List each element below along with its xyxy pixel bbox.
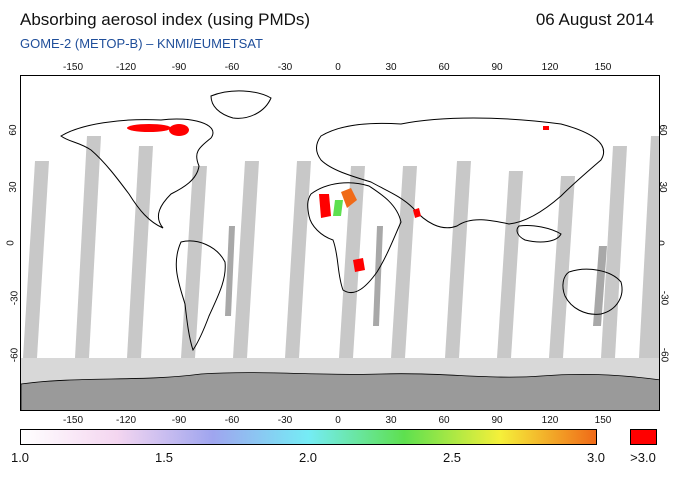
lon-label-bottom: -120 — [115, 415, 137, 426]
lat-label-left: 60 — [8, 124, 20, 136]
swath-gap — [549, 176, 575, 358]
map-subtitle: GOME-2 (METOP-B) – KNMI/EUMETSAT — [20, 36, 263, 51]
south-america-coast — [175, 240, 226, 352]
antarctica-landmass — [21, 372, 659, 410]
aerosol-hotspot-southern-africa — [353, 258, 365, 272]
swath-gap — [391, 166, 417, 358]
swath-gap — [639, 136, 659, 358]
lon-label-bottom: 150 — [594, 415, 612, 426]
coastlines — [60, 90, 623, 352]
swath-gap — [285, 161, 311, 358]
colorbar-label: 1.5 — [154, 450, 174, 465]
aerosol-hotspot-sahara — [341, 188, 357, 208]
map-title: Absorbing aerosol index (using PMDs) — [20, 10, 311, 29]
aerosol-hotspot-west-africa — [319, 194, 331, 218]
colorbar-overflow-label: >3.0 — [630, 450, 656, 465]
lat-label-right: -60 — [658, 347, 670, 363]
lon-label-bottom: 30 — [385, 415, 397, 426]
aerosol-hotspots — [127, 124, 549, 272]
lat-label-left: 30 — [8, 181, 20, 193]
australia-coast — [562, 268, 623, 315]
colorbar-label: 2.5 — [442, 450, 462, 465]
lon-label-top: 150 — [594, 62, 612, 73]
north-america-coast — [60, 118, 214, 229]
lon-label-bottom: -60 — [224, 415, 240, 426]
aerosol-hotspot-siberia — [543, 126, 549, 130]
map-canvas — [21, 90, 659, 410]
lon-label-top: -60 — [224, 62, 240, 73]
lon-label-top: 120 — [541, 62, 559, 73]
eurasia-coast — [316, 117, 604, 229]
lon-label-bottom: -90 — [171, 415, 187, 426]
lon-label-top: -90 — [171, 62, 187, 73]
aerosol-map — [20, 75, 660, 411]
swath-gap — [601, 146, 627, 358]
lon-label-bottom: -150 — [62, 415, 84, 426]
lat-label-left: 0 — [5, 240, 17, 246]
lon-label-top: 0 — [335, 62, 341, 73]
colorbar-label: 3.0 — [586, 450, 606, 465]
lon-label-top: -120 — [115, 62, 137, 73]
swath-overlap — [225, 226, 235, 316]
greenland-coast — [210, 90, 272, 119]
swath-gap — [445, 161, 471, 358]
swath-gap — [497, 171, 523, 358]
aerosol-hotspot-canada — [127, 124, 171, 132]
lon-label-top: -30 — [277, 62, 293, 73]
map-date: 06 August 2014 — [535, 10, 654, 29]
swath-overlap — [593, 246, 607, 326]
colorbar-label: 2.0 — [298, 450, 318, 465]
colorbar-label: 1.0 — [10, 450, 30, 465]
swath-gap — [23, 161, 49, 358]
lon-label-top: 30 — [385, 62, 397, 73]
swath-gap — [233, 161, 259, 358]
aerosol-hotspot-canada-east — [169, 124, 189, 136]
swath-gap — [339, 166, 365, 358]
lat-label-right: -30 — [658, 290, 670, 306]
lon-label-top: 90 — [491, 62, 503, 73]
swath-gap — [127, 146, 153, 358]
lon-label-bottom: 90 — [491, 415, 503, 426]
aerosol-hotspot-arabia — [413, 208, 421, 218]
lon-label-top: -150 — [62, 62, 84, 73]
swath-gaps — [23, 136, 659, 358]
lon-label-top: 60 — [438, 62, 450, 73]
colorbar-overflow-swatch — [630, 429, 657, 445]
africa-coast — [307, 182, 402, 294]
aerosol-moderate-sahara — [333, 200, 343, 216]
lon-label-bottom: 60 — [438, 415, 450, 426]
lon-label-bottom: 120 — [541, 415, 559, 426]
colorbar-gradient — [20, 429, 597, 445]
swath-gap — [75, 136, 101, 358]
swath-overlap — [373, 226, 383, 326]
lon-label-bottom: -30 — [277, 415, 293, 426]
swath-gap — [181, 166, 207, 358]
lon-label-bottom: 0 — [335, 415, 341, 426]
indonesia-coast — [516, 225, 562, 243]
